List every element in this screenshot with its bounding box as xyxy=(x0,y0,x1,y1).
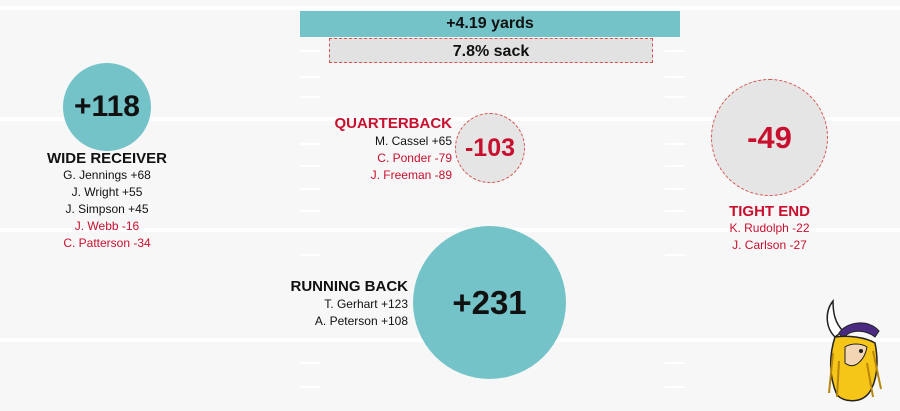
tight-end-bubble: -49 xyxy=(711,79,828,196)
player-stat: G. Jennings +68 xyxy=(63,168,151,182)
tight-end-players: K. Rudolph -22 J. Carlson -27 xyxy=(706,220,833,254)
hash-mark xyxy=(300,165,320,167)
tight-end-title: TIGHT END xyxy=(729,203,810,220)
yard-line xyxy=(0,6,900,10)
hash-mark xyxy=(300,143,320,145)
player-stat: J. Webb -16 xyxy=(74,219,140,233)
hash-mark xyxy=(665,76,685,78)
hash-mark xyxy=(665,254,685,256)
yard-line xyxy=(0,117,900,121)
hash-mark xyxy=(665,188,685,190)
hash-mark xyxy=(665,386,685,388)
hash-mark xyxy=(300,188,320,190)
hash-mark xyxy=(665,50,685,52)
player-stat: C. Ponder -79 xyxy=(377,151,452,165)
hash-mark xyxy=(665,96,685,98)
hash-mark xyxy=(300,254,320,256)
hash-mark xyxy=(665,165,685,167)
running-back-bubble: +231 xyxy=(413,226,566,379)
quarterback-bubble: -103 xyxy=(455,113,525,183)
hash-mark xyxy=(300,96,320,98)
wide-receiver-players: G. Jennings +68 J. Wright +55 J. Simpson +… xyxy=(40,167,174,252)
player-stat: J. Freeman -89 xyxy=(370,168,452,182)
yard-line xyxy=(0,228,900,232)
sack-rate-bar: 7.8% sack xyxy=(329,38,653,63)
vikings-logo-icon xyxy=(815,293,895,405)
player-stat: M. Cassel +65 xyxy=(374,134,452,148)
running-back-title: RUNNING BACK xyxy=(290,278,409,295)
player-stat: A. Peterson +108 xyxy=(314,314,408,328)
player-stat: J. Wright +55 xyxy=(71,185,143,199)
player-stat: K. Rudolph -22 xyxy=(729,221,810,235)
hash-mark xyxy=(665,210,685,212)
wide-receiver-bubble: +118 xyxy=(63,63,151,151)
yards-per-play-bar: +4.19 yards xyxy=(300,11,680,37)
hash-mark xyxy=(300,362,320,364)
hash-mark xyxy=(300,50,320,52)
running-back-players: T. Gerhart +123 A. Peterson +108 xyxy=(268,296,408,330)
hash-mark xyxy=(300,210,320,212)
wide-receiver-title: WIDE RECEIVER xyxy=(46,150,167,167)
hash-mark xyxy=(300,76,320,78)
hash-mark xyxy=(300,386,320,388)
player-stat: J. Carlson -27 xyxy=(732,238,807,252)
player-stat: J. Simpson +45 xyxy=(65,202,149,216)
hash-mark xyxy=(665,362,685,364)
quarterback-players: M. Cassel +65 C. Ponder -79 J. Freeman -89 xyxy=(310,133,452,184)
player-stat: C. Patterson -34 xyxy=(63,236,151,250)
player-stat: T. Gerhart +123 xyxy=(324,297,408,311)
hash-mark xyxy=(665,143,685,145)
quarterback-title: QUARTERBACK xyxy=(334,115,453,132)
